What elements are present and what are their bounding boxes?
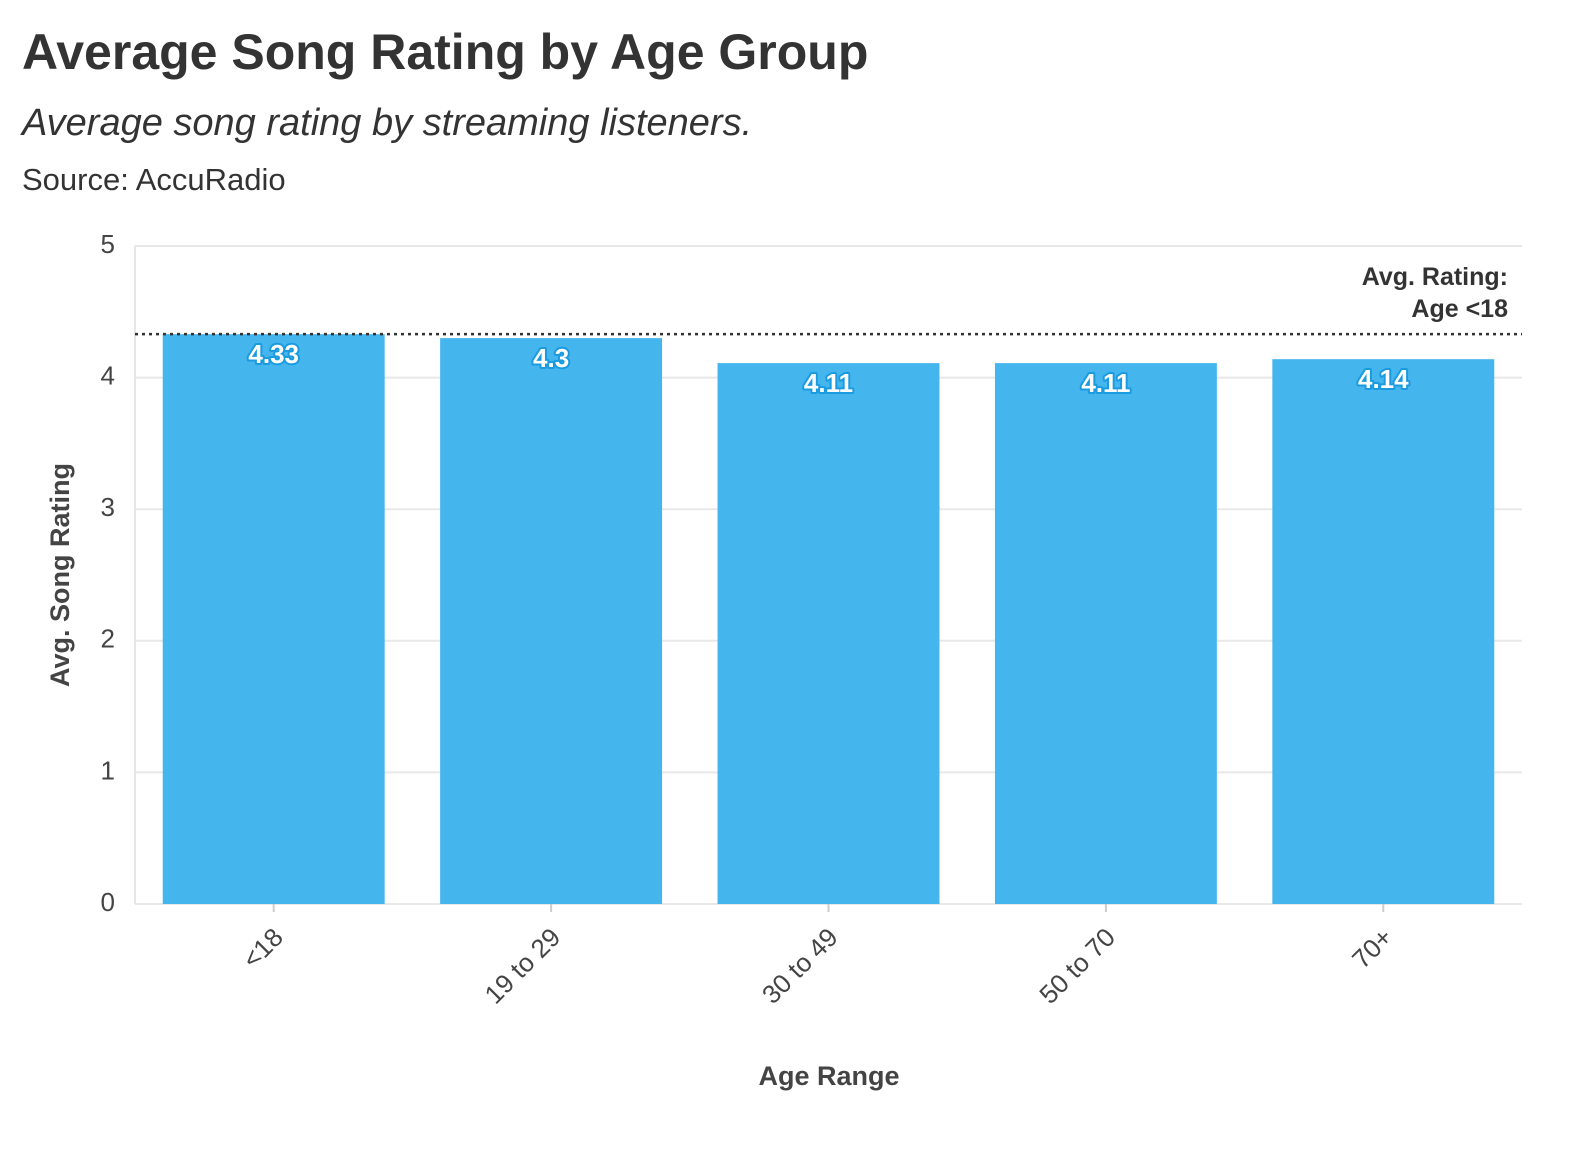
x-axis-title: Age Range <box>758 1061 899 1091</box>
y-tick-label: 4 <box>101 360 115 390</box>
x-tick-label: <18 <box>236 922 288 974</box>
value-label: 4.3 <box>533 343 569 373</box>
x-tick-label: 50 to 70 <box>1033 922 1121 1010</box>
reference-label: Age <18 <box>1411 295 1508 323</box>
value-label: 4.11 <box>804 368 853 398</box>
y-tick-label: 5 <box>101 229 115 259</box>
bar <box>162 334 385 904</box>
x-tick-label: 19 to 29 <box>479 922 567 1010</box>
chart-source: Source: AccuRadio <box>22 162 286 197</box>
bar <box>1272 359 1495 904</box>
x-tick-label: 70+ <box>1346 922 1398 974</box>
bar <box>994 363 1217 904</box>
chart-subtitle: Average song rating by streaming listene… <box>20 102 752 144</box>
y-tick-label: 3 <box>101 492 115 522</box>
bar <box>717 363 940 904</box>
x-tick-label: 30 to 49 <box>756 922 844 1010</box>
value-label: 4.14 <box>1358 364 1409 394</box>
y-axis-title: Avg. Song Rating <box>45 463 75 687</box>
chart-title: Average Song Rating by Age Group <box>22 24 868 80</box>
bar <box>440 338 663 904</box>
y-tick-label: 1 <box>101 755 115 785</box>
y-tick-label: 0 <box>101 887 115 917</box>
value-label: 4.11 <box>1081 368 1130 398</box>
value-label: 4.33 <box>248 339 299 369</box>
y-tick-label: 2 <box>101 624 115 654</box>
reference-label: Avg. Rating: <box>1362 263 1508 291</box>
